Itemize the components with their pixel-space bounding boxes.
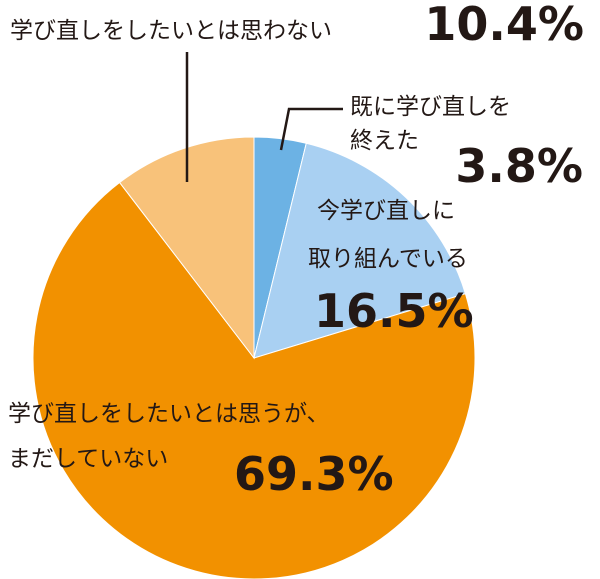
leader-lines (185, 52, 343, 182)
label-do-not-want: 学び直しをしたいとは思わない 10.4% (10, 0, 584, 51)
label-currently-learning: 今学び直しに 取り組んでいる 16.5% (308, 198, 474, 338)
value-do-not-want: 10.4% (424, 0, 584, 51)
value-currently-learning: 16.5% (314, 284, 474, 338)
label-currently-learning-line-1: 今学び直しに (317, 198, 455, 224)
label-already-finished-line-2: 終えた (350, 128, 419, 154)
value-want-but-not-yet: 69.3% (234, 447, 394, 501)
slice-want-but-not-yet (32, 181, 476, 579)
label-want-but-not-yet: 学び直しをしたいとは思うが、 まだしていない 69.3% (8, 401, 394, 501)
label-already-finished-line-1: 既に学び直しを (350, 94, 511, 120)
leader-line-already-finished (279, 107, 343, 151)
label-want-but-not-yet-line-2: まだしていない (8, 446, 168, 472)
slice-currently-learning (253, 142, 467, 359)
slice-do-not-want (118, 136, 255, 360)
pie-slices (32, 136, 476, 579)
label-currently-learning-line-2: 取り組んでいる (308, 246, 468, 272)
label-already-finished: 既に学び直しを 終えた 3.8% (350, 94, 583, 193)
value-already-finished: 3.8% (455, 139, 583, 193)
label-do-not-want-line-1: 学び直しをしたいとは思わない (10, 18, 332, 44)
label-want-but-not-yet-line-1: 学び直しをしたいとは思うが、 (8, 401, 330, 427)
